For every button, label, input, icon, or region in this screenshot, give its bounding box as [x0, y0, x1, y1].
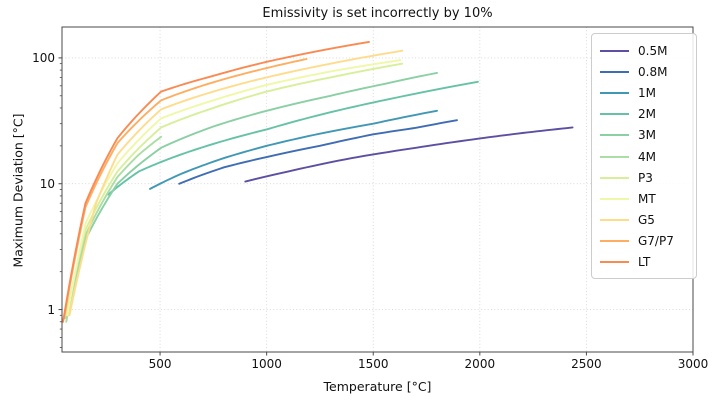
curve-P3	[65, 62, 404, 317]
x-tick-label: 500	[149, 357, 172, 371]
legend: 0.5M 0.8M 1M 2M 3M 4M P3 MT G5 G7/P7 LT	[591, 33, 697, 280]
legend-label: 0.8M	[638, 64, 668, 79]
y-tick-label: 1	[47, 303, 55, 317]
curve-0.8M	[178, 119, 458, 185]
legend-item-lt: LT	[600, 252, 688, 273]
curve-4M	[65, 135, 163, 323]
legend-item-p3: P3	[600, 167, 688, 188]
x-tick-label: 2000	[465, 357, 496, 371]
legend-item-0-5m: 0.5M	[600, 40, 688, 61]
legend-label: 1M	[638, 85, 656, 100]
legend-label: 2M	[638, 107, 656, 122]
legend-label: G7/P7	[638, 234, 674, 249]
x-axis-label: Temperature [°C]	[323, 379, 432, 394]
legend-line-swatch	[600, 197, 629, 200]
curve-2M	[107, 80, 479, 196]
legend-line-swatch	[600, 261, 629, 264]
legend-item-4m: 4M	[600, 146, 688, 167]
legend-line-swatch	[600, 155, 629, 158]
legend-item-mt: MT	[600, 188, 688, 209]
chart-title: Emissivity is set incorrectly by 10%	[262, 6, 493, 21]
legend-label: LT	[638, 255, 651, 270]
legend-line-swatch	[600, 134, 629, 137]
legend-line-swatch	[600, 219, 629, 222]
curve-3M	[65, 71, 438, 320]
curve-G7/P7	[63, 58, 308, 320]
legend-line-swatch	[600, 70, 629, 73]
x-tick-label: 1500	[358, 357, 389, 371]
legend-line-swatch	[600, 49, 629, 52]
legend-line-swatch	[600, 176, 629, 179]
legend-line-swatch	[600, 240, 629, 243]
legend-label: 0.5M	[638, 43, 668, 58]
x-tick-label: 3000	[678, 357, 709, 371]
legend-line-swatch	[600, 113, 629, 116]
curve-MT	[66, 59, 402, 317]
curve-G5	[68, 49, 404, 317]
legend-item-g7-p7: G7/P7	[600, 231, 688, 252]
legend-item-0-8m: 0.8M	[600, 61, 688, 82]
x-tick-label: 2500	[571, 357, 602, 371]
x-tick-label: 1000	[251, 357, 282, 371]
legend-label: 4M	[638, 149, 656, 164]
legend-label: MT	[638, 191, 656, 206]
curve-0.5M	[244, 126, 574, 183]
y-tick-label: 100	[32, 51, 55, 65]
legend-item-3m: 3M	[600, 125, 688, 146]
legend-line-swatch	[600, 91, 629, 94]
curve-LT	[62, 40, 370, 323]
curve-1M	[149, 109, 438, 190]
legend-item-2m: 2M	[600, 104, 688, 125]
y-axis-label: Maximum Deviation [°C]	[10, 113, 26, 268]
y-tick-label: 10	[40, 177, 55, 191]
legend-item-g5: G5	[600, 210, 688, 231]
legend-label: P3	[638, 170, 653, 185]
legend-item-1m: 1M	[600, 82, 688, 103]
legend-label: 3M	[638, 128, 656, 143]
legend-label: G5	[638, 213, 655, 228]
